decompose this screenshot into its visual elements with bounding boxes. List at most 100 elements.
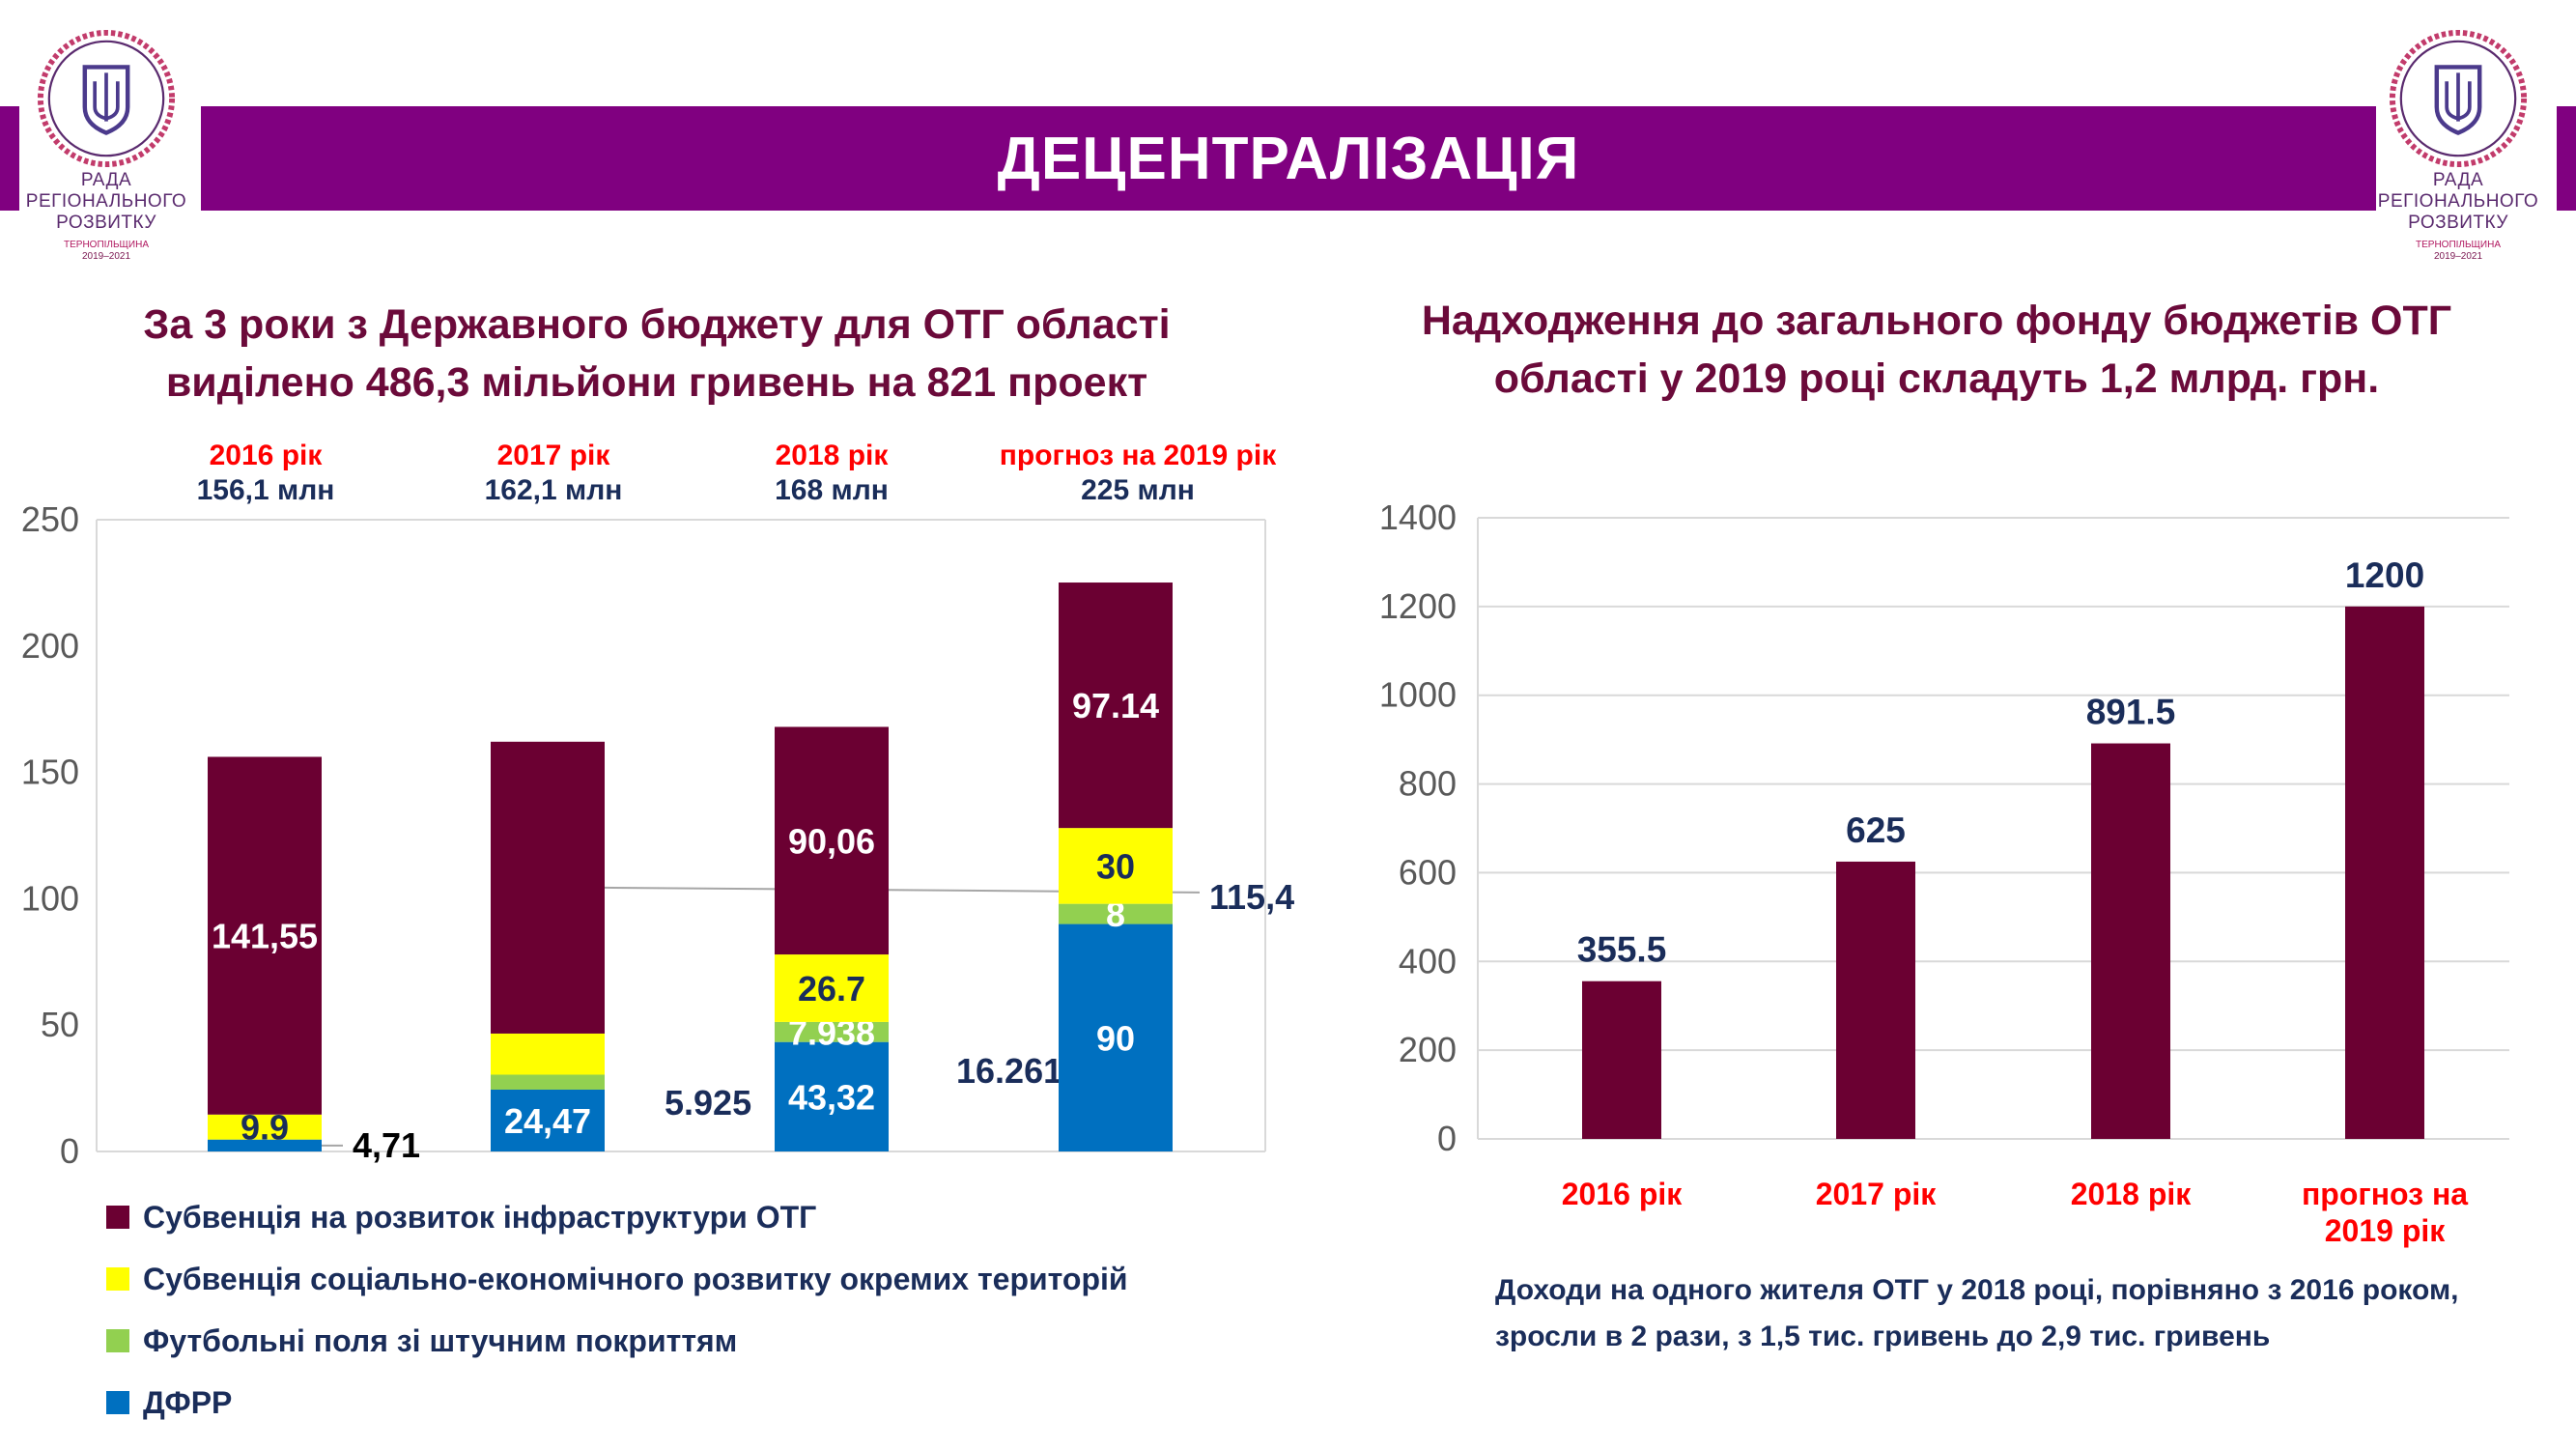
- bar-data-label: 4,71: [353, 1125, 420, 1165]
- bar-data-label: 97.14: [1072, 686, 1159, 725]
- y-tick-label: 1400: [1379, 497, 1457, 537]
- bar-data-label: 141,55: [212, 917, 318, 956]
- bar-data-label: 115,49: [1209, 877, 1294, 917]
- legend-swatch: [106, 1267, 129, 1291]
- y-tick-label: 150: [21, 753, 79, 792]
- year-block-2017: 2017 рік 162,1 млн: [399, 439, 708, 508]
- year-label: 2018 рік: [775, 440, 889, 471]
- year-label: 2016 рік: [209, 440, 323, 471]
- bar-data-label: 625: [1846, 810, 1906, 850]
- y-tick-label: 200: [21, 626, 79, 666]
- y-tick-label: 50: [41, 1005, 79, 1044]
- bar-segment: [775, 726, 889, 955]
- legend-item: Футбольні поля зі штучним покриттям: [106, 1310, 1128, 1372]
- year-amount: 156,1 млн: [196, 474, 335, 506]
- right-heading: Надходження до загального фонду бюджетів…: [1314, 292, 2560, 408]
- year-block-2016: 2016 рік 156,1 млн: [111, 439, 420, 508]
- bar-segment: [208, 1114, 322, 1140]
- logo-years: 2019–2021: [2433, 251, 2483, 262]
- logo-city: ТЕРНОПІЛЬЩИНА: [64, 240, 149, 250]
- bar-data-label: 891.5: [2086, 693, 2176, 732]
- bar-segment: [1059, 582, 1173, 829]
- y-tick-label: 800: [1399, 764, 1457, 804]
- bar: [1836, 861, 1915, 1139]
- bar-segment: [208, 756, 322, 1115]
- year-amount: 168 млн: [775, 474, 889, 506]
- bar-segment: [491, 1074, 605, 1090]
- y-tick-label: 400: [1399, 941, 1457, 980]
- x-category-label: 2016 рік: [1562, 1177, 1684, 1211]
- page-title: ДЕЦЕНТРАЛІЗАЦІЯ: [997, 125, 1580, 192]
- logo-city: ТЕРНОПІЛЬЩИНА: [2416, 240, 2501, 250]
- legend-label: ДФРР: [143, 1384, 233, 1420]
- y-tick-label: 0: [1437, 1119, 1457, 1158]
- title-banner: ДЕЦЕНТРАЛІЗАЦІЯ: [201, 106, 2376, 211]
- bar: [2091, 743, 2170, 1139]
- legend-label: Футбольні поля зі штучним покриттям: [143, 1322, 738, 1358]
- logo-name-line3: РОЗВИТКУ: [56, 213, 156, 233]
- logo-name-line2: РЕГІОНАЛЬНОГО: [25, 191, 187, 212]
- coat-of-arms-icon: [2389, 29, 2528, 168]
- y-tick-label: 250: [21, 499, 79, 539]
- logo-years: 2019–2021: [81, 251, 131, 262]
- bar-segment: [1059, 828, 1173, 904]
- year-label: 2017 рік: [496, 440, 610, 471]
- bar-segment: [775, 954, 889, 1022]
- y-tick-label: 1000: [1379, 675, 1457, 715]
- legend-swatch: [106, 1329, 129, 1352]
- year-block-2018: 2018 рік 168 млн: [677, 439, 986, 508]
- logo-left: РАДА РЕГІОНАЛЬНОГО РОЗВИТКУ ТЕРНОПІЛЬЩИН…: [14, 27, 198, 262]
- logo-name-line1: РАДА: [80, 170, 132, 190]
- y-tick-label: 600: [1399, 852, 1457, 892]
- legend-item: Субвенція на розвиток інфраструктури ОТГ: [106, 1186, 1128, 1248]
- bar-data-label: 16.261: [956, 1051, 1062, 1091]
- bar-data-label: 1200: [2345, 555, 2424, 595]
- year-label: прогноз на 2019 рік: [999, 440, 1277, 471]
- bar-segment: [775, 1041, 889, 1151]
- bar-data-label: 5.925: [665, 1083, 751, 1122]
- x-category-label: 2018 рік: [2071, 1177, 2193, 1211]
- legend-item: Субвенція соціально-економічного розвитк…: [106, 1248, 1128, 1310]
- bar-segment: [775, 1021, 889, 1042]
- logo-name-line2: РЕГІОНАЛЬНОГО: [2377, 191, 2539, 212]
- chart-legend: Субвенція на розвиток інфраструктури ОТГ…: [106, 1186, 1128, 1434]
- legend-swatch: [106, 1391, 129, 1414]
- income-bar-chart: 0 200 400 600 800 1000 1200 1400 355.5 2016 рік 62…: [1379, 497, 2509, 1248]
- legend-swatch: [106, 1206, 129, 1229]
- legend-label: Субвенція соціально-економічного розвитк…: [143, 1261, 1128, 1296]
- bar: [2345, 606, 2424, 1139]
- bar-segment: [208, 1139, 322, 1151]
- bar-data-label: 30: [1096, 846, 1135, 886]
- x-category-label: 2017 рік: [1816, 1177, 1938, 1211]
- bar-segment: [491, 1033, 605, 1075]
- y-tick-label: 1200: [1379, 586, 1457, 626]
- x-category-label: прогноз на: [2302, 1177, 2468, 1211]
- right-heading-line2: області у 2019 році складуть 1,2 млрд. г…: [1493, 355, 2380, 402]
- bar-data-label: 24,47: [504, 1101, 591, 1141]
- bar: [1582, 980, 1661, 1139]
- bar-data-label: 8: [1106, 895, 1125, 934]
- bar-segment: [491, 741, 605, 1034]
- y-tick-label: 200: [1399, 1030, 1457, 1069]
- left-heading-line2: виділено 486,3 мільйони гривень на 821 п…: [165, 359, 1148, 406]
- bar-data-label: 90,06: [788, 821, 875, 861]
- income-note: Доходи на одного жителя ОТГ у 2018 році,…: [1495, 1274, 2459, 1352]
- bar-segment: [491, 1089, 605, 1151]
- logo-right: РАДА РЕГІОНАЛЬНОГО РОЗВИТКУ ТЕРНОПІЛЬЩИН…: [2366, 27, 2550, 262]
- y-tick-label: 100: [21, 878, 79, 918]
- banner-stub-left: [0, 106, 19, 211]
- year-amount: 162,1 млн: [484, 474, 623, 506]
- bar-data-label: 90: [1096, 1018, 1135, 1058]
- bar-data-label: 26.7: [798, 969, 865, 1009]
- y-tick-label: 0: [60, 1131, 79, 1171]
- x-category-label: 2019 рік: [2325, 1213, 2447, 1248]
- left-heading: За 3 роки з Державного бюджету для ОТГ о…: [19, 296, 1294, 412]
- logo-name-line3: РОЗВИТКУ: [2408, 213, 2508, 233]
- legend-label: Субвенція на розвиток інфраструктури ОТГ: [143, 1199, 817, 1235]
- legend-item: ДФРР: [106, 1372, 1128, 1434]
- year-amount: 225 млн: [1081, 474, 1195, 506]
- coat-of-arms-icon: [37, 29, 176, 168]
- year-block-2019: прогноз на 2019 рік 225 млн: [974, 439, 1302, 508]
- left-heading-line1: За 3 роки з Державного бюджету для ОТГ о…: [143, 301, 1171, 348]
